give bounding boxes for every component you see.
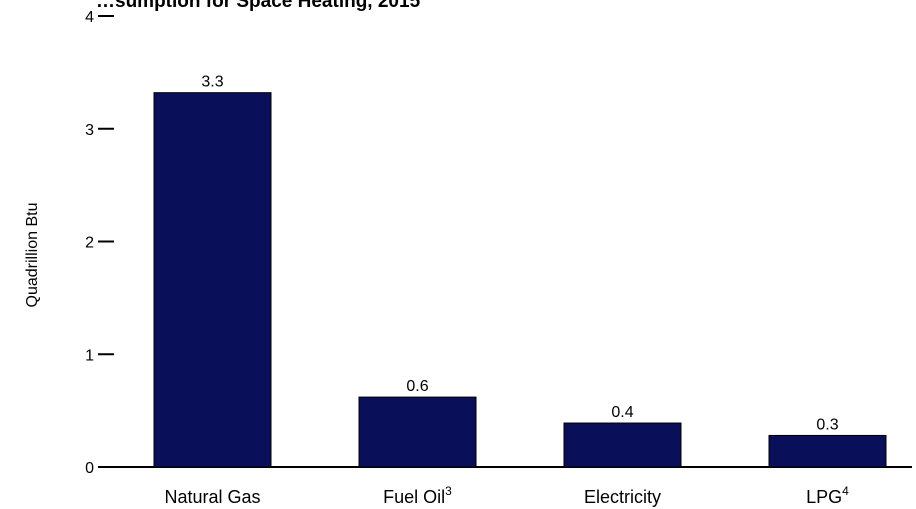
y-axis: 0 1 2 3 4 bbox=[85, 9, 114, 477]
bar-value-label: 0.3 bbox=[816, 416, 838, 433]
x-category-label: Fuel Oil3 bbox=[383, 484, 452, 507]
bar-group bbox=[153, 92, 887, 468]
x-category-label: LPG4 bbox=[806, 484, 849, 507]
y-tick-label: 1 bbox=[85, 347, 94, 364]
y-tick-label: 0 bbox=[85, 460, 94, 477]
category-label-group: Natural Gas Fuel Oil3 Electricity LPG4 bbox=[164, 484, 849, 507]
y-tick-label: 3 bbox=[85, 122, 94, 139]
data-label-group: 3.3 0.6 0.4 0.3 bbox=[201, 74, 838, 434]
bar bbox=[563, 422, 682, 468]
bar bbox=[153, 92, 272, 468]
bar-value-label: 0.6 bbox=[406, 378, 428, 395]
x-category-label: Natural Gas bbox=[164, 487, 260, 507]
y-tick-label: 2 bbox=[85, 235, 94, 252]
bar bbox=[768, 434, 887, 468]
y-tick-label: 4 bbox=[85, 9, 94, 26]
bar bbox=[358, 396, 477, 468]
bar-value-label: 3.3 bbox=[201, 74, 223, 91]
bar-value-label: 0.4 bbox=[611, 404, 633, 421]
y-axis-label: Quadrillion Btu bbox=[24, 203, 41, 308]
x-category-label: Electricity bbox=[584, 487, 661, 507]
chart-title: …sumption for Space Heating, 2015 bbox=[96, 0, 421, 12]
